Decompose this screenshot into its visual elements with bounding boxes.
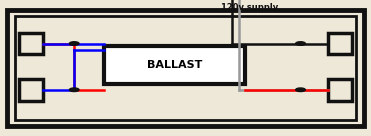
Bar xyxy=(7,10,364,126)
Text: 120v supply: 120v supply xyxy=(221,3,278,12)
Bar xyxy=(328,33,352,54)
Text: BALLAST: BALLAST xyxy=(147,60,202,70)
Bar xyxy=(19,33,43,54)
Bar xyxy=(328,79,352,101)
Bar xyxy=(19,79,43,101)
Circle shape xyxy=(69,88,79,92)
Circle shape xyxy=(296,88,305,92)
Circle shape xyxy=(69,42,79,45)
Bar xyxy=(104,46,245,84)
Bar xyxy=(15,16,356,120)
Circle shape xyxy=(296,42,305,45)
